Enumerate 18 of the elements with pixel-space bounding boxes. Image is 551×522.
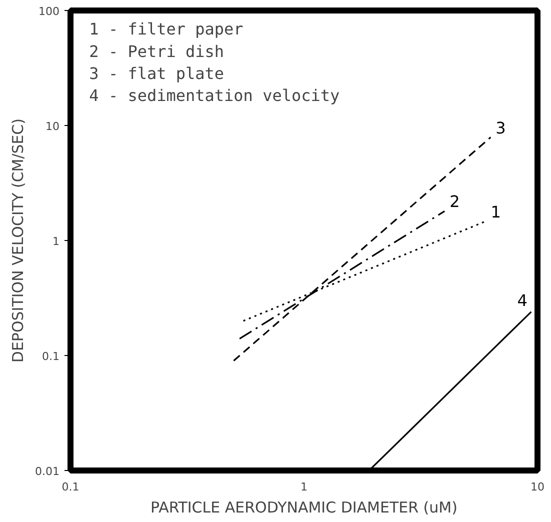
annotation: 2 - Petri dish <box>89 42 224 61</box>
x-tick-label: 1 <box>300 480 308 494</box>
x-axis-title: PARTICLE AERODYNAMIC DIAMETER (uM) <box>150 498 458 516</box>
y-tick-label: 0.1 <box>42 350 60 363</box>
x-tick-label: 10 <box>530 480 544 494</box>
annotation: 3 - flat plate <box>89 64 224 83</box>
annotation: 1 - filter paper <box>89 20 244 39</box>
y-axis-title: DEPOSITION VELOCITY (CM/SEC) <box>9 118 28 363</box>
x-tick-label: 0.1 <box>62 480 80 494</box>
series-label: 1 <box>490 202 501 222</box>
series-label: 4 <box>517 290 528 310</box>
y-tick-label: 100 <box>38 5 60 18</box>
y-tick-label: 10 <box>46 120 60 133</box>
annotation: 4 - sedimentation velocity <box>89 86 340 105</box>
y-tick-label: 1 <box>52 235 60 248</box>
series-label: 2 <box>450 192 460 212</box>
series-label: 3 <box>496 118 506 138</box>
y-tick-label: 0.01 <box>35 465 60 478</box>
